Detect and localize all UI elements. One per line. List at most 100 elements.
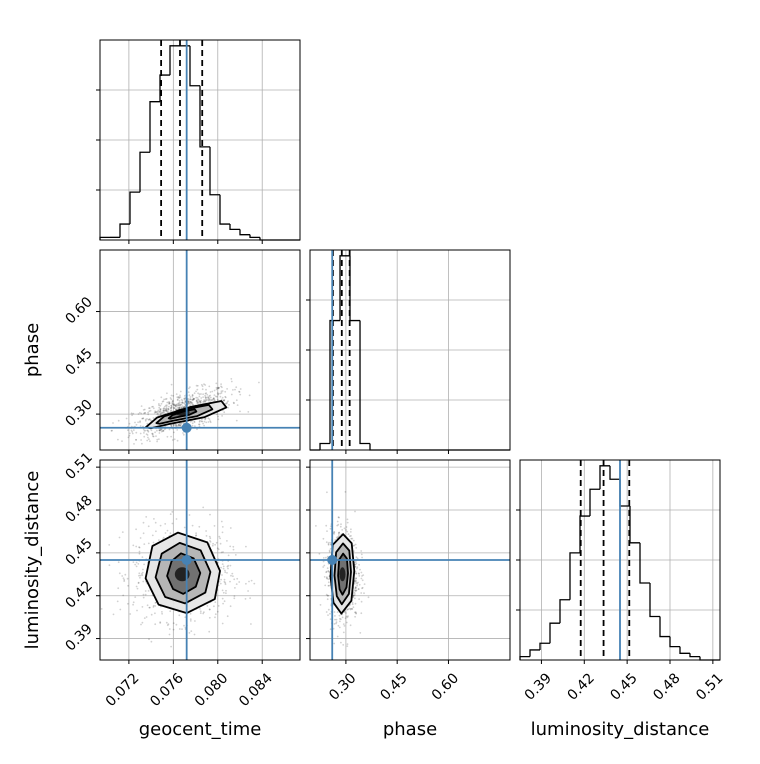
sample-point (209, 513, 211, 516)
sample-point (168, 428, 171, 431)
sample-point (178, 404, 180, 407)
sample-point (176, 404, 179, 407)
x-tick-label: 0.39 (522, 670, 555, 703)
sample-point (225, 592, 227, 595)
sample-point (202, 400, 205, 403)
sample-point (220, 383, 222, 385)
contour-line (333, 542, 352, 606)
sample-point (327, 614, 329, 616)
sample-point (346, 521, 349, 524)
sample-point (190, 401, 193, 404)
sample-point (189, 386, 191, 388)
sample-point (208, 535, 211, 538)
sample-point (139, 425, 142, 427)
sample-point (139, 537, 142, 539)
pair-panel-content (310, 460, 510, 660)
sample-point (189, 404, 192, 407)
sample-point (180, 407, 183, 410)
sample-point (195, 534, 197, 537)
sample-point (353, 580, 356, 583)
sample-point (135, 565, 138, 568)
sample-point (352, 591, 355, 594)
sample-point (138, 572, 141, 575)
sample-point (123, 578, 126, 581)
sample-point (354, 586, 357, 589)
panel-frame (99, 39, 301, 241)
sample-point (345, 621, 348, 624)
sample-point (172, 403, 175, 406)
sample-point (144, 593, 147, 596)
sample-point (181, 405, 184, 408)
sample-point (159, 408, 162, 410)
sample-point (135, 431, 138, 434)
sample-point (328, 578, 330, 581)
sample-point (355, 581, 358, 584)
sample-point (223, 399, 226, 402)
sample-point (222, 399, 225, 402)
sample-point (198, 420, 201, 423)
histogram-bin (679, 646, 690, 654)
sample-point (178, 407, 180, 410)
sample-point (149, 440, 151, 443)
sample-point (322, 557, 325, 559)
sample-point (148, 407, 151, 409)
sample-point (232, 548, 235, 551)
sample-point (247, 411, 250, 413)
panel-frame (519, 459, 721, 661)
sample-point (325, 593, 328, 596)
sample-point (173, 404, 176, 407)
sample-point (200, 418, 203, 421)
sample-point (349, 535, 351, 537)
sample-point (217, 392, 220, 395)
sample-point (130, 412, 133, 415)
sample-point (159, 428, 162, 431)
sample-point (204, 418, 206, 421)
sample-point (199, 401, 202, 404)
sample-point (351, 603, 354, 606)
sample-point (221, 597, 224, 600)
sample-point (169, 407, 172, 409)
sample-point (208, 398, 211, 401)
sample-point (175, 408, 177, 411)
sample-point (208, 608, 211, 611)
histogram-bin (229, 224, 240, 231)
histogram-bin (249, 234, 260, 238)
sample-point (110, 429, 113, 432)
sample-point (170, 424, 173, 427)
sample-point (333, 531, 336, 533)
sample-point (202, 612, 205, 615)
sample-point (183, 405, 186, 408)
sample-point (143, 430, 146, 432)
sample-point (215, 386, 218, 389)
sample-point (179, 424, 181, 426)
sample-point (170, 394, 173, 397)
sample-point (227, 567, 229, 570)
histogram-bin (669, 636, 680, 648)
sample-point (143, 543, 146, 545)
sample-point (221, 589, 224, 592)
sample-point (336, 635, 339, 638)
sample-point (183, 624, 185, 627)
sample-point (206, 393, 209, 396)
sample-point (141, 574, 144, 577)
sample-point (196, 388, 199, 391)
sample-point (170, 383, 173, 386)
sample-point (355, 577, 357, 580)
pair-panel-geocent_time-luminosity_distance (99, 459, 301, 661)
sample-point (121, 575, 124, 577)
x-tick-label: 0.076 (147, 670, 187, 710)
sample-point (238, 391, 241, 393)
sample-point (204, 384, 207, 386)
sample-point (232, 401, 235, 404)
sample-point (216, 398, 219, 401)
sample-point (355, 587, 357, 589)
sample-point (189, 612, 192, 615)
sample-point (326, 576, 328, 579)
sample-point (149, 419, 152, 422)
sample-point (226, 540, 228, 542)
sample-point (344, 491, 347, 493)
sample-point (196, 384, 199, 387)
histogram-bin (699, 656, 710, 661)
sample-point (148, 606, 151, 609)
sample-point (156, 440, 158, 443)
